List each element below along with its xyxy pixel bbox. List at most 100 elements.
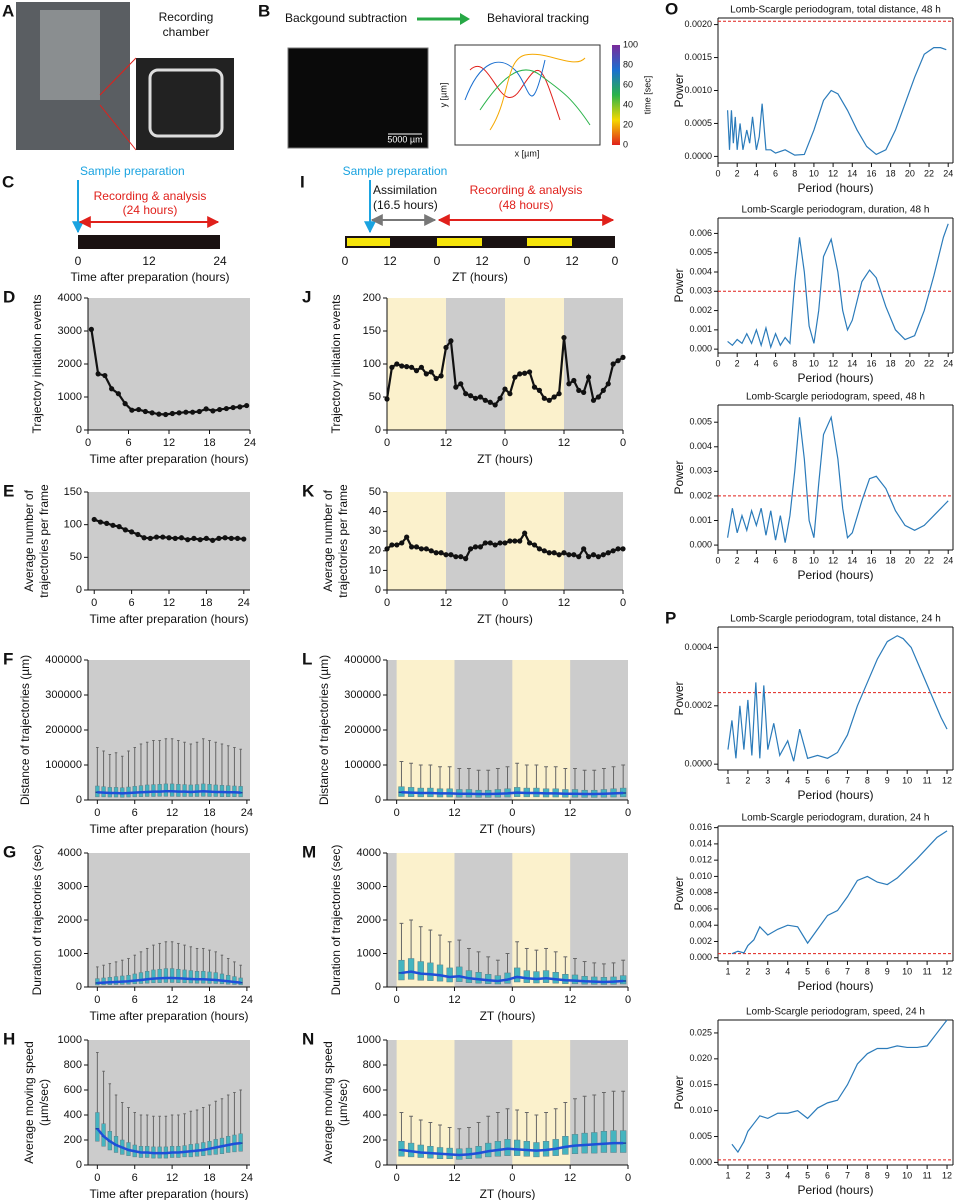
y-tick-label: 0.004	[689, 441, 712, 451]
y-tick-label: 0.006	[689, 228, 712, 238]
box	[201, 971, 206, 984]
x-tick-label: 6	[825, 966, 830, 976]
y-tick-label: 800	[64, 1059, 82, 1071]
y-tick-label: 0.005	[689, 1131, 712, 1141]
x-tick-label: 14	[847, 555, 857, 565]
box	[398, 959, 405, 981]
panel-label: B	[258, 1, 270, 20]
data-point	[122, 401, 128, 407]
x-tick-label: 0	[509, 1172, 515, 1184]
data-point	[166, 535, 172, 541]
x-tick-label: 12	[440, 437, 452, 449]
box	[169, 968, 175, 983]
axis-label: y [µm]	[438, 83, 448, 108]
y-tick-label: 100000	[344, 759, 381, 771]
y-tick-label: 0.004	[689, 920, 712, 930]
box	[475, 972, 482, 984]
x-tick-label: 12	[163, 437, 175, 449]
y-axis-label: Duration of trajectories (sec)	[329, 845, 343, 996]
x-tick-label: 2	[745, 775, 750, 785]
y-tick-label: 0.0004	[684, 642, 712, 652]
colorbar-tick: 40	[623, 99, 633, 109]
box	[552, 972, 559, 984]
x-tick-label: 2	[735, 555, 740, 565]
x-tick-label: 10	[902, 1170, 912, 1180]
x-tick-label: 12	[166, 1172, 178, 1184]
y-tick-label: 800	[363, 1059, 381, 1071]
y-tick-label: 200000	[45, 724, 82, 736]
box	[407, 958, 415, 980]
y-axis-label: Average number of	[22, 489, 36, 592]
zoom-line	[99, 57, 137, 96]
x-tick-label: 11	[922, 1170, 931, 1180]
x-axis-label: Time after preparation (hours)	[90, 1187, 249, 1200]
x-tick-label: 14	[847, 168, 857, 178]
panel-label: E	[3, 481, 14, 500]
data-point	[472, 544, 479, 550]
x-tick-label: 0	[502, 597, 508, 609]
y-tick-label: 0	[76, 584, 82, 596]
x-tick-label: 12	[448, 1172, 460, 1184]
data-point	[418, 546, 425, 552]
track	[489, 53, 586, 131]
y-tick-label: 0.004	[689, 266, 712, 276]
data-point	[531, 542, 538, 548]
x-tick-label: 12	[166, 807, 178, 819]
light-band	[396, 1040, 455, 1165]
panel-label: F	[3, 649, 13, 668]
data-point	[610, 361, 616, 367]
x-tick-label: 24	[244, 437, 256, 449]
data-point	[605, 381, 611, 387]
box	[398, 1141, 405, 1157]
data-point	[172, 535, 178, 541]
track	[479, 69, 591, 126]
data-point	[541, 548, 547, 554]
median-line	[401, 970, 624, 984]
box	[188, 970, 193, 984]
box	[417, 961, 424, 981]
x-tick-label: 8	[865, 966, 870, 976]
x-tick-label: 12	[942, 966, 952, 976]
data-point	[590, 552, 597, 558]
data-point	[502, 540, 508, 546]
panel-label: P	[665, 608, 676, 627]
data-point	[149, 410, 155, 416]
data-point	[234, 535, 241, 541]
x-tick-label: 6	[132, 1172, 138, 1184]
data-point	[423, 371, 429, 377]
timeline-tick: 24	[213, 254, 227, 268]
x-axis-label: ZT (hours)	[477, 452, 533, 466]
x-tick-label: 2	[735, 358, 740, 368]
x-tick-label: 4	[785, 966, 790, 976]
box	[562, 1136, 569, 1155]
y-tick-label: 0	[375, 424, 381, 436]
x-tick-label: 0	[625, 994, 631, 1006]
y-tick-label: 4000	[58, 847, 82, 859]
box	[176, 968, 181, 983]
x-tick-label: 0	[94, 807, 100, 819]
data-point	[610, 548, 616, 554]
data-point	[472, 395, 479, 401]
x-tick-label: 0	[91, 597, 97, 609]
x-tick-label: 11	[922, 775, 931, 785]
light-band	[387, 492, 446, 590]
x-tick-label: 8	[792, 358, 797, 368]
y-tick-label: 0.005	[689, 417, 712, 427]
chamber-outline	[148, 68, 224, 138]
tracking-plot	[454, 44, 601, 146]
data-point	[546, 397, 552, 403]
data-point	[147, 535, 153, 541]
x-tick-label: 0	[715, 168, 720, 178]
x-tick-label: 0	[384, 597, 390, 609]
y-tick-label: 100000	[45, 759, 82, 771]
y-tick-label: 0.016	[689, 822, 712, 832]
x-tick-label: 7	[845, 1170, 850, 1180]
x-tick-label: 3	[765, 966, 770, 976]
x-tick-label: 1	[725, 775, 730, 785]
y-axis-label: Power	[672, 73, 686, 107]
data-point	[522, 530, 528, 536]
x-tick-label: 18	[886, 168, 896, 178]
data-point	[156, 411, 162, 417]
